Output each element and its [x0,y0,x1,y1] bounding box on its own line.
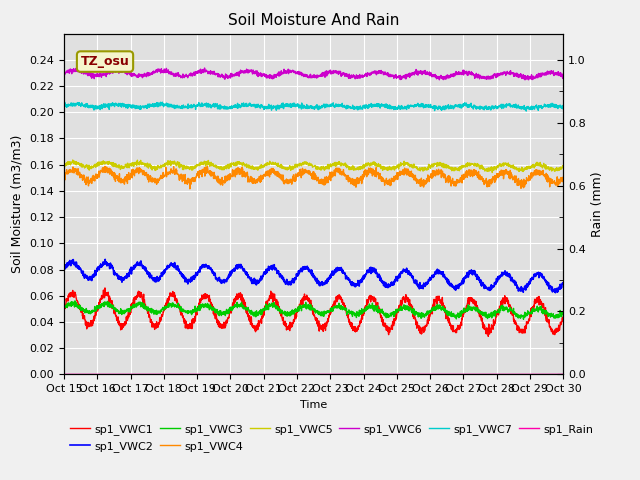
sp1_VWC3 [71,298,79,304]
sp1_VWC3 [60,304,68,310]
sp1_VWC5 [545,166,553,172]
sp1_Rain [86,372,93,377]
sp1_VWC7 [522,108,530,114]
sp1_VWC1 [454,327,461,333]
sp1_VWC4 [204,163,211,169]
sp1_VWC1 [101,285,109,291]
sp1_VWC1 [484,334,492,339]
sp1_VWC3 [86,309,93,315]
sp1_VWC5 [303,160,311,166]
sp1_VWC2 [101,256,109,262]
sp1_Rain [303,372,310,377]
Line: sp1_VWC5: sp1_VWC5 [64,160,563,172]
sp1_VWC5 [454,167,461,172]
sp1_VWC5 [488,169,496,175]
sp1_VWC1 [60,305,68,311]
sp1_VWC7 [86,104,93,109]
sp1_VWC7 [545,104,553,110]
sp1_VWC5 [69,157,77,163]
sp1_VWC4 [454,177,461,183]
sp1_VWC2 [545,284,553,290]
sp1_VWC5 [60,161,68,167]
sp1_VWC5 [559,163,567,169]
sp1_VWC2 [86,276,93,282]
Line: sp1_VWC3: sp1_VWC3 [64,301,563,319]
sp1_VWC4 [303,168,311,174]
sp1_VWC7 [303,105,311,110]
sp1_VWC4 [545,175,553,181]
Y-axis label: Rain (mm): Rain (mm) [591,171,604,237]
Text: TZ_osu: TZ_osu [81,55,129,68]
sp1_VWC6 [521,77,529,83]
sp1_VWC4 [545,177,553,183]
sp1_VWC2 [545,281,552,287]
sp1_VWC6 [60,71,68,77]
sp1_VWC1 [86,321,93,327]
sp1_VWC7 [454,103,461,108]
Line: sp1_VWC6: sp1_VWC6 [64,68,563,80]
sp1_VWC3 [520,316,527,322]
Title: Soil Moisture And Rain: Soil Moisture And Rain [228,13,399,28]
sp1_VWC6 [454,71,461,77]
sp1_VWC3 [303,305,311,311]
X-axis label: Time: Time [300,400,327,409]
Line: sp1_VWC7: sp1_VWC7 [64,102,563,111]
sp1_VWC5 [290,164,298,169]
sp1_VWC4 [60,168,68,174]
sp1_VWC4 [290,178,298,184]
sp1_VWC4 [86,180,93,186]
sp1_VWC1 [559,314,567,320]
sp1_VWC7 [559,106,567,112]
sp1_Rain [545,372,552,377]
sp1_VWC6 [86,70,93,76]
sp1_VWC2 [303,265,311,271]
sp1_VWC6 [559,72,567,77]
sp1_VWC6 [303,74,311,80]
sp1_VWC7 [159,99,166,105]
sp1_VWC3 [545,312,553,317]
sp1_VWC2 [290,280,298,286]
sp1_VWC1 [545,317,553,323]
sp1_VWC2 [60,267,68,273]
sp1_VWC3 [545,311,553,317]
sp1_VWC7 [290,103,298,109]
sp1_VWC5 [545,166,553,172]
sp1_VWC3 [454,314,461,320]
sp1_VWC1 [303,297,311,302]
Line: sp1_VWC1: sp1_VWC1 [64,288,563,336]
sp1_Rain [290,372,298,377]
sp1_VWC4 [186,186,194,192]
sp1_VWC5 [86,165,93,170]
sp1_VWC2 [454,285,461,291]
sp1_VWC6 [545,69,553,74]
sp1_Rain [60,372,68,377]
sp1_VWC2 [559,280,567,286]
sp1_VWC6 [115,65,122,71]
sp1_VWC7 [60,103,68,108]
sp1_VWC2 [552,290,559,296]
sp1_Rain [453,372,461,377]
sp1_VWC3 [559,311,567,317]
sp1_VWC7 [545,103,553,108]
sp1_VWC4 [559,176,567,181]
sp1_VWC1 [290,318,298,324]
sp1_Rain [545,372,552,377]
sp1_Rain [559,372,567,377]
Y-axis label: Soil Moisture (m3/m3): Soil Moisture (m3/m3) [11,135,24,273]
Legend: sp1_VWC1, sp1_VWC2, sp1_VWC3, sp1_VWC4, sp1_VWC5, sp1_VWC6, sp1_VWC7, sp1_Rain: sp1_VWC1, sp1_VWC2, sp1_VWC3, sp1_VWC4, … [70,424,594,452]
sp1_VWC1 [545,322,553,327]
sp1_VWC3 [290,311,298,316]
sp1_VWC6 [290,69,298,74]
Line: sp1_VWC2: sp1_VWC2 [64,259,563,293]
Line: sp1_VWC4: sp1_VWC4 [64,166,563,189]
sp1_VWC6 [545,71,553,76]
